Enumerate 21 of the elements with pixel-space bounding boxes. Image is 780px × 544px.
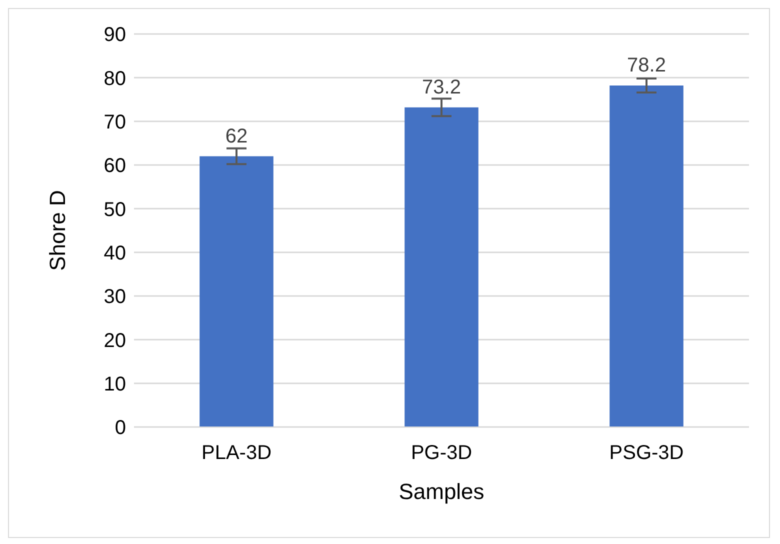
y-tick-label: 30 (104, 286, 126, 308)
x-tick-label: PSG-3D (609, 442, 684, 464)
bar (404, 107, 478, 427)
y-tick-label: 50 (104, 198, 126, 221)
bar (200, 156, 274, 427)
y-tick-label: 10 (104, 373, 126, 396)
y-tick-label: 70 (104, 111, 126, 134)
y-tick-label: 0 (114, 417, 126, 440)
data-label: 62 (225, 125, 248, 148)
data-label: 78.2 (627, 54, 666, 77)
y-axis-title: Shore D (44, 190, 70, 271)
y-tick-label: 90 (104, 24, 126, 46)
x-axis-title: Samples (398, 479, 484, 504)
y-tick-label: 20 (104, 330, 126, 352)
data-label: 73.2 (422, 76, 461, 98)
y-tick-label: 40 (104, 242, 126, 264)
y-tick-label: 60 (104, 155, 126, 178)
bar (610, 86, 684, 427)
y-tick-label: 80 (104, 68, 126, 90)
x-tick-label: PG-3D (410, 442, 472, 464)
x-tick-label: PLA-3D (201, 442, 272, 464)
